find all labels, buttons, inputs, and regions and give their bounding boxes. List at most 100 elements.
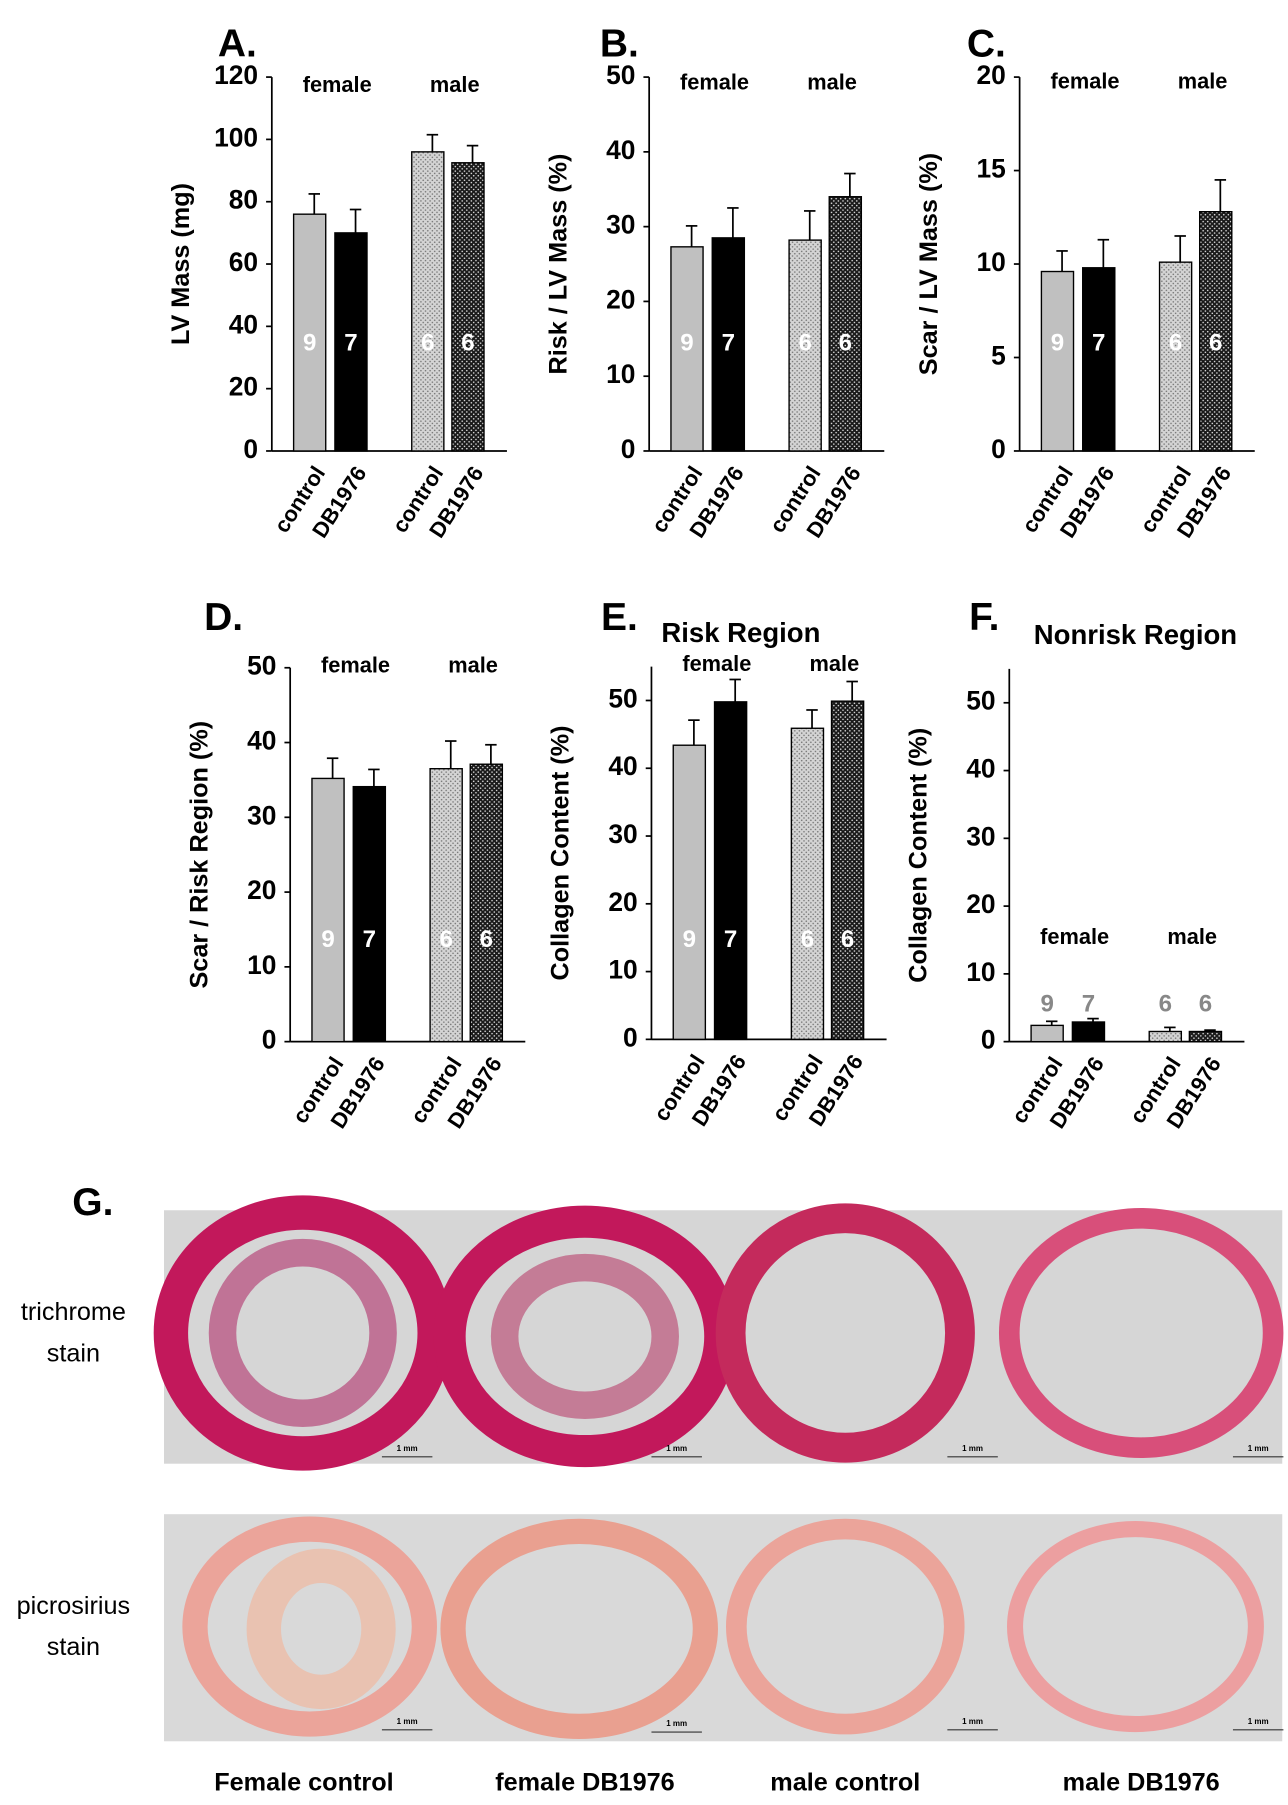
n-label: 7 (363, 926, 376, 953)
n-label: 7 (1082, 990, 1095, 1017)
picrosirius-sections (182, 1516, 1264, 1739)
y-tick-label: 10 (606, 359, 635, 389)
column-label: male DB1976 (1063, 1768, 1220, 1796)
bar (1158, 261, 1193, 452)
y-tick-label: 50 (606, 60, 635, 90)
scale-label: 1 mm (666, 1719, 687, 1728)
bar (469, 763, 504, 1043)
y-axis-label: Collagen Content (%) (905, 728, 933, 983)
y-tick-label: 100 (214, 122, 258, 152)
panel-title: B. (600, 22, 639, 65)
n-label: 7 (1092, 330, 1105, 357)
bar (334, 232, 368, 452)
n-label: 6 (1199, 990, 1212, 1017)
n-label: 6 (480, 926, 493, 953)
n-label: 6 (839, 330, 852, 357)
bar (1082, 267, 1116, 452)
n-label: 6 (1159, 990, 1172, 1017)
group-label: male (810, 651, 860, 676)
y-tick-label: 20 (977, 60, 1006, 90)
n-label: 6 (421, 330, 434, 357)
bar (1188, 1030, 1223, 1043)
bar (311, 777, 345, 1043)
y-tick-label: 5 (991, 340, 1006, 370)
y-tick-label: 20 (229, 372, 258, 402)
group-label: male (430, 72, 480, 97)
y-axis-label: Risk / LV Mass (%) (544, 154, 572, 375)
y-tick-label: 40 (229, 309, 258, 339)
bar (1148, 1030, 1183, 1043)
y-tick-label: 50 (247, 651, 276, 681)
y-tick-label: 0 (243, 434, 258, 464)
n-label: 9 (321, 926, 334, 953)
bar (429, 768, 463, 1043)
y-tick-label: 20 (606, 284, 635, 314)
group-label: female (1050, 69, 1119, 94)
n-label: 7 (722, 330, 735, 357)
scale-label: 1 mm (962, 1444, 983, 1453)
bar (292, 213, 327, 452)
group-label: female (1040, 924, 1109, 949)
panel-title: G. (72, 1181, 113, 1224)
y-tick-label: 0 (262, 1025, 277, 1055)
n-label: 6 (798, 330, 811, 357)
n-label: 9 (680, 330, 693, 357)
y-tick-label: 40 (606, 135, 635, 165)
group-label: female (680, 70, 749, 95)
row-label: stain (47, 1339, 100, 1367)
picrosirius-strip (164, 1514, 1283, 1742)
y-tick-label: 30 (608, 819, 637, 849)
column-label: female DB1976 (495, 1768, 674, 1796)
row-label: trichrome (21, 1298, 126, 1326)
y-tick-label: 10 (966, 957, 995, 987)
y-tick-label: 20 (608, 887, 637, 917)
n-label: 6 (1169, 330, 1182, 357)
bar (1030, 1024, 1064, 1043)
bar (711, 237, 746, 452)
n-label: 6 (461, 330, 474, 357)
n-label: 6 (1209, 330, 1222, 357)
scale-label: 1 mm (1248, 1717, 1269, 1726)
y-tick-label: 120 (214, 60, 258, 90)
n-label: 6 (841, 926, 854, 953)
y-tick-label: 60 (229, 247, 258, 277)
scale-label: 1 mm (397, 1717, 418, 1726)
panel-title: E. (601, 596, 638, 639)
y-tick-label: 50 (966, 686, 995, 716)
group-label: female (321, 652, 390, 677)
row-label: picrosirius (17, 1592, 131, 1620)
bar (790, 727, 825, 1041)
panel-title: C. (967, 22, 1006, 65)
bar (352, 785, 387, 1043)
y-tick-label: 30 (966, 821, 995, 851)
y-axis-label: Scar / LV Mass (%) (915, 153, 943, 375)
n-label: 9 (1040, 990, 1053, 1017)
scale-labels: 1 mm 1 mm 1 mm 1 mm 1 mm 1 mm 1 mm 1 mm (397, 1444, 1269, 1728)
column-label: Female control (214, 1768, 393, 1796)
n-label: 7 (724, 926, 737, 953)
bar (1198, 210, 1233, 452)
y-tick-label: 40 (966, 754, 995, 784)
y-tick-label: 10 (608, 955, 637, 985)
n-label: 9 (1051, 330, 1064, 357)
panel-title: F. (969, 596, 999, 639)
n-label: 9 (683, 926, 696, 953)
y-tick-label: 20 (966, 889, 995, 919)
bar (713, 701, 748, 1041)
subtitle: Risk Region (661, 617, 820, 648)
y-tick-label: 10 (977, 247, 1006, 277)
y-tick-label: 80 (229, 185, 258, 215)
y-tick-label: 40 (247, 725, 276, 755)
y-axis-label: LV Mass (mg) (167, 183, 195, 345)
n-label: 6 (801, 926, 814, 953)
bar (411, 151, 445, 452)
group-label: male (807, 70, 857, 95)
scale-bars (381, 1456, 1284, 1733)
bar (672, 744, 707, 1041)
bar (451, 162, 485, 452)
stain-images (153, 1195, 1284, 1742)
column-label: male control (770, 1768, 920, 1796)
bar (828, 196, 863, 452)
n-label: 9 (303, 330, 316, 357)
